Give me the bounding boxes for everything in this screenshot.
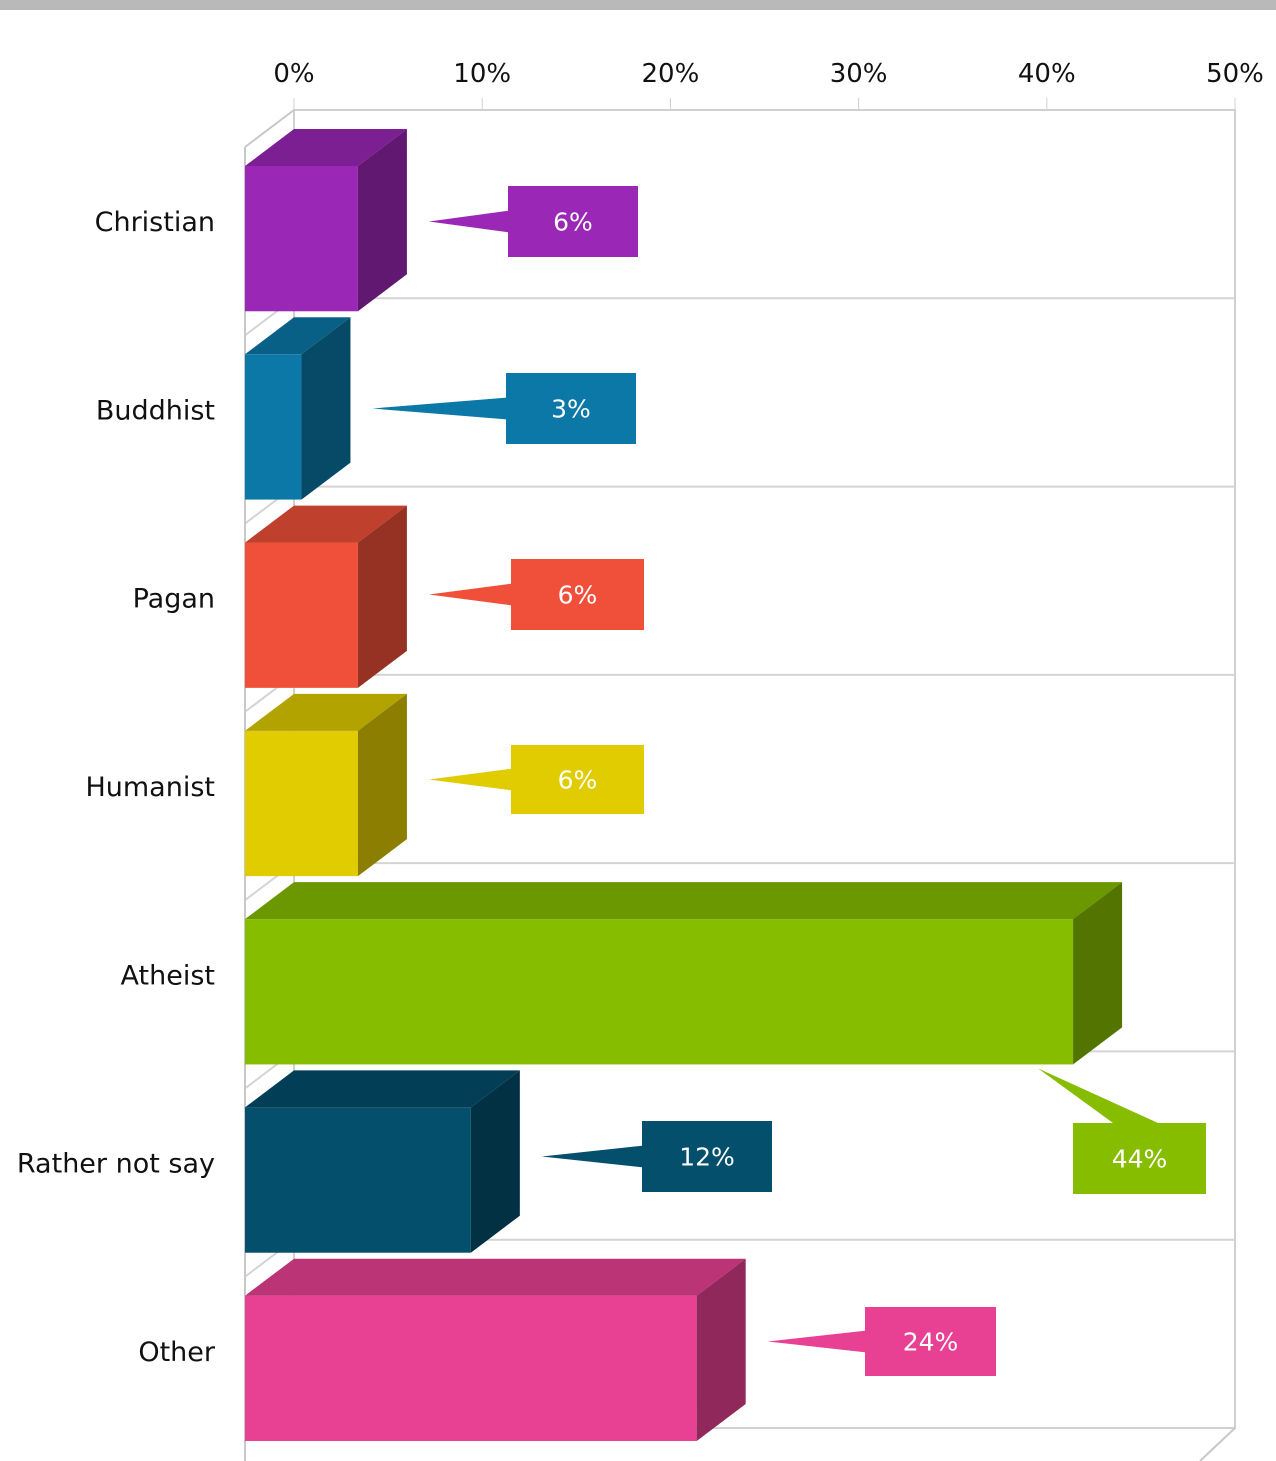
bar-3-front (245, 730, 358, 877)
data-label-pointer (1038, 1068, 1158, 1123)
data-label: 6% (558, 766, 598, 795)
category-label: Buddhist (96, 395, 215, 426)
x-tick-label: 10% (453, 59, 511, 89)
bar-6-side (696, 1258, 746, 1441)
data-label-box (508, 186, 638, 257)
bar-5-front (245, 1107, 471, 1253)
bar-5-top (245, 1070, 520, 1108)
x-tick-label: 30% (830, 59, 888, 89)
data-label-pointer (428, 768, 513, 791)
data-label: 44% (1112, 1145, 1168, 1174)
data-label-box (865, 1307, 996, 1376)
bar-3-top (245, 693, 407, 731)
bar-0-front (245, 166, 358, 312)
category-label: Pagan (133, 584, 215, 615)
bar-0-top (245, 129, 407, 166)
bar-5-side (470, 1070, 520, 1253)
category-label: Other (138, 1337, 216, 1368)
data-label: 6% (558, 581, 598, 610)
data-label-pointer (428, 583, 513, 606)
x-tick-label: 50% (1206, 59, 1264, 89)
bar-0-side (357, 129, 407, 312)
category-label: Christian (95, 207, 215, 238)
category-label: Rather not say (17, 1149, 215, 1180)
bar-2-side (357, 505, 407, 688)
floor-edge (1199, 1427, 1236, 1461)
data-label: 12% (679, 1143, 735, 1172)
bar-4-top (245, 882, 1123, 920)
bar-1-top (245, 317, 351, 355)
x-tick-label: 40% (1018, 59, 1076, 89)
data-label: 24% (903, 1328, 959, 1357)
bar-4-front (245, 919, 1074, 1065)
bar-6-top (245, 1258, 746, 1296)
data-label-pointer (767, 1330, 867, 1353)
bar-6-front (245, 1295, 697, 1441)
bar-3-side (357, 693, 407, 877)
data-label-box (1073, 1123, 1206, 1194)
bar-2-front (245, 542, 358, 688)
data-label-box (642, 1121, 772, 1192)
side-wall-top-edge (244, 109, 295, 148)
bar-2-top (245, 505, 407, 543)
data-label-pointer (541, 1145, 644, 1168)
category-label: Humanist (85, 772, 215, 803)
data-label-pointer (428, 210, 510, 233)
bar-4-side (1073, 882, 1123, 1065)
x-tick-label: 0% (273, 59, 314, 89)
x-tick-label: 20% (642, 59, 700, 89)
bar-1-front (245, 354, 302, 500)
top-border-bar (0, 0, 1276, 10)
category-label: Atheist (121, 960, 215, 991)
data-label-box (506, 373, 636, 444)
data-label: 6% (553, 208, 593, 237)
data-label-box (511, 559, 644, 630)
bar-1-side (301, 317, 351, 500)
data-label: 3% (551, 395, 591, 424)
data-label-pointer (372, 397, 508, 420)
data-label-box (511, 745, 644, 814)
